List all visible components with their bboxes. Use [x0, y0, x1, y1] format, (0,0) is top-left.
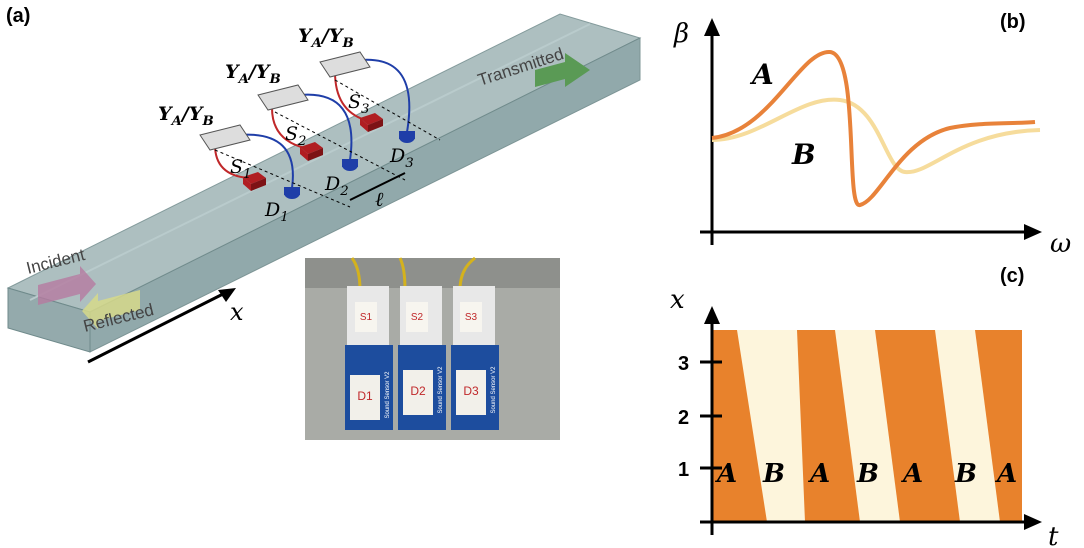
panel-label: (a) — [6, 5, 30, 27]
module-label: YA/YB — [225, 61, 281, 87]
board-label: Sound Sensor V2 — [385, 371, 391, 419]
curve-label: A — [749, 58, 774, 91]
axes — [700, 30, 1030, 245]
band-label: A — [994, 459, 1017, 489]
photo-detector-label: D2 — [410, 384, 426, 398]
band-label: A — [807, 459, 830, 489]
arrowhead — [1024, 514, 1042, 530]
y-axis-label: β — [673, 19, 689, 49]
photo-detector-label: D1 — [357, 389, 373, 403]
photo-source-label: S3 — [465, 312, 478, 323]
photo-source-label: S2 — [411, 312, 424, 323]
y-axis-label: x — [670, 285, 685, 315]
spacing-label: ℓ — [375, 187, 384, 211]
photo — [305, 258, 560, 440]
band-label: A — [900, 459, 923, 489]
tick-label: 1 — [678, 459, 689, 481]
band-label: B — [856, 459, 879, 489]
curve-label: B — [791, 138, 816, 171]
panel-label: (b) — [1000, 11, 1026, 33]
figure: Incident Reflected Transmitted x (a) ℓ Y… — [0, 0, 1084, 548]
arrowhead — [704, 306, 720, 324]
arrowhead — [1024, 224, 1042, 240]
tick-label: 3 — [678, 353, 689, 375]
x-axis-label: x — [230, 298, 244, 326]
band-label: B — [762, 459, 785, 489]
photo-source-label: S1 — [360, 312, 373, 323]
tick-label: 2 — [678, 407, 689, 429]
x-axis-label: ω — [1050, 229, 1071, 259]
arrowhead — [704, 18, 720, 36]
x-axis-label: t — [1048, 522, 1059, 548]
photo-detector-label: D3 — [463, 384, 479, 398]
board-label: Sound Sensor V2 — [491, 366, 497, 414]
board-label: Sound Sensor V2 — [438, 366, 444, 414]
panel-label: (c) — [1000, 265, 1024, 287]
module-label: YA/YB — [158, 103, 214, 129]
band-label: A — [714, 459, 737, 489]
bands — [737, 330, 1000, 522]
module-label: YA/YB — [298, 25, 354, 51]
band-label: B — [954, 459, 977, 489]
